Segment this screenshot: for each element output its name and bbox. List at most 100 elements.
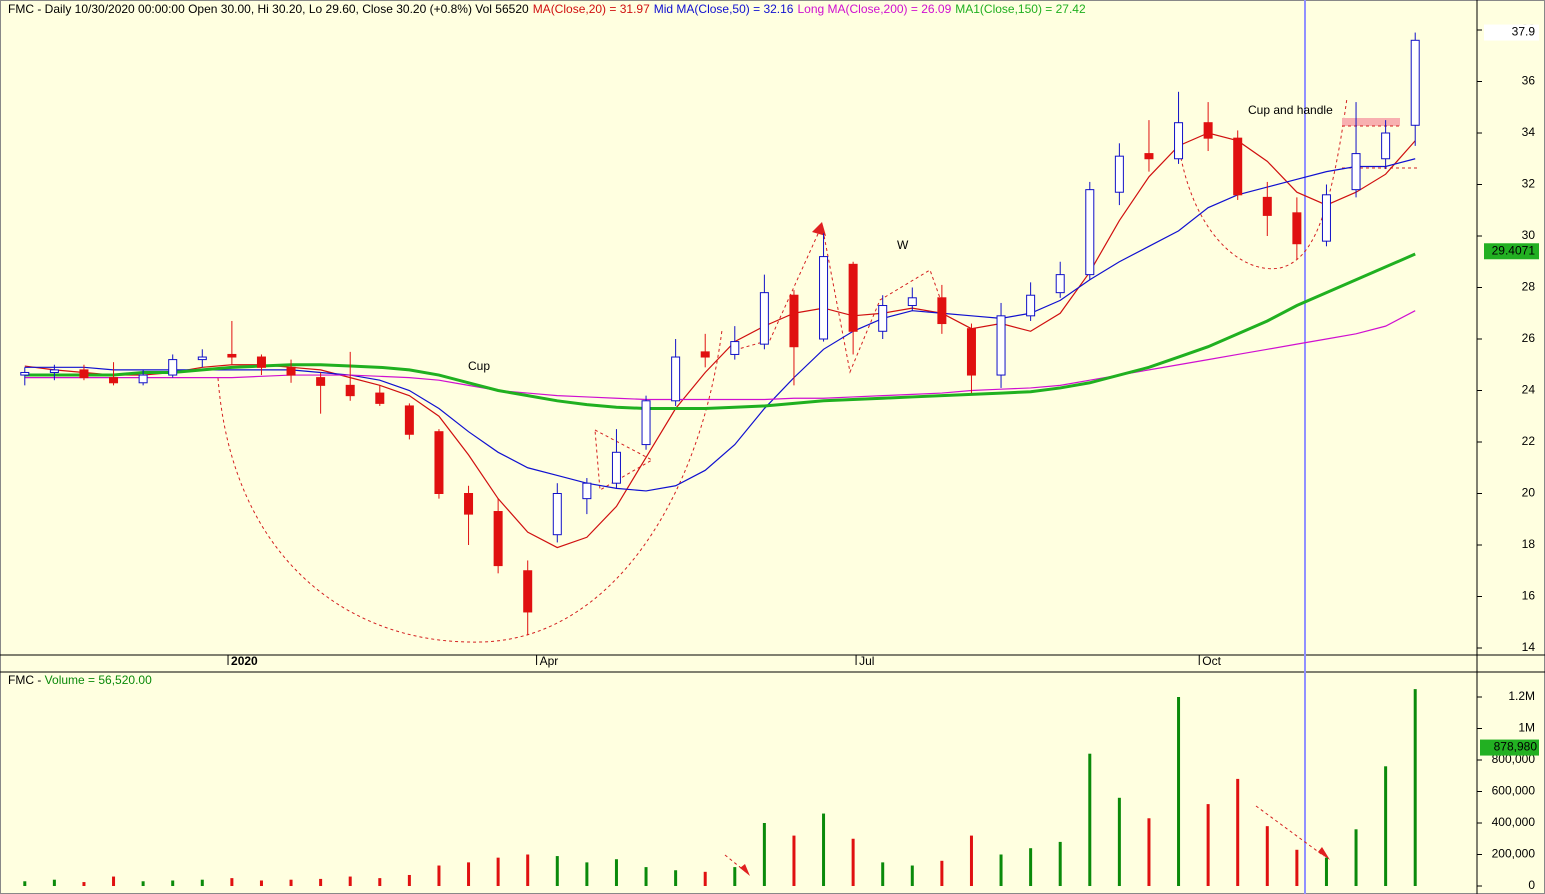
y-tick-label: 14 <box>1522 640 1536 654</box>
candle-body <box>937 297 947 325</box>
candle-body <box>996 315 1006 376</box>
volume-header: FMC - Volume = 56,520.00 <box>8 673 152 687</box>
annotation: W <box>897 238 909 252</box>
volume-bar <box>910 865 914 886</box>
price-marker-label: 29.4071 <box>1492 243 1536 257</box>
candle-body <box>759 292 769 345</box>
annotation: Cup and handle <box>1248 103 1333 117</box>
legend-entry: Volume = 56,520.00 <box>45 673 152 687</box>
volume-bar <box>1147 818 1151 886</box>
volume-bar <box>674 870 678 886</box>
price-marker <box>1484 243 1539 260</box>
y-tick-label: 34 <box>1522 125 1536 139</box>
candle-body <box>1085 189 1095 276</box>
y-tick-label: 1M <box>1518 721 1535 735</box>
volume-bar <box>999 854 1003 886</box>
candle-body <box>404 405 414 435</box>
arrow-head <box>812 222 826 236</box>
volume-bar <box>1413 689 1417 886</box>
volume-bar <box>822 813 826 886</box>
candle-body <box>641 400 651 446</box>
y-tick-label: 30 <box>1522 228 1536 242</box>
candle-body <box>1410 39 1420 126</box>
price-marker-label: 37.9 <box>1512 25 1536 39</box>
volume-bar <box>82 882 86 886</box>
volume-bar <box>1058 841 1062 886</box>
y-tick-label: 16 <box>1522 589 1536 603</box>
candle-body <box>1055 274 1065 294</box>
volume-arrows <box>724 805 1325 873</box>
candle-body <box>730 341 740 355</box>
candle-body <box>878 305 888 332</box>
volume-bar <box>851 838 855 886</box>
volume-bar <box>230 878 234 886</box>
handle-zone <box>1342 118 1400 126</box>
candle-body <box>227 353 237 358</box>
candle-body <box>375 392 385 404</box>
candle-body <box>286 366 296 376</box>
candle-body <box>49 369 59 373</box>
volume-bar <box>1265 826 1269 886</box>
y-tick-label: 20 <box>1522 486 1536 500</box>
candle-body <box>582 482 592 500</box>
candle-body <box>966 328 976 376</box>
ma-line <box>24 310 1416 401</box>
cup-outline <box>217 329 723 643</box>
y-tick-label: 400,000 <box>1492 815 1536 829</box>
volume-bar <box>526 854 530 886</box>
volume-bar <box>1029 848 1033 886</box>
volume-bar <box>733 867 737 886</box>
volume-bar <box>171 880 175 886</box>
candle-body <box>1026 294 1036 317</box>
triangle-outline <box>594 429 654 491</box>
volume-title: FMC - <box>8 673 41 687</box>
candle-body <box>109 377 119 384</box>
volume-bar <box>940 860 944 886</box>
price-marker <box>1484 24 1539 41</box>
x-tick-label: Apr <box>540 654 559 668</box>
candle-body <box>1381 132 1391 160</box>
volume-bar <box>1236 778 1240 886</box>
x-tick-label: Jul <box>859 654 874 668</box>
y-tick-label: 32 <box>1522 177 1536 191</box>
y-tick-label: 26 <box>1522 331 1536 345</box>
w-outline <box>734 223 946 374</box>
candle-body <box>20 371 30 376</box>
x-tick-label: 2020 <box>231 654 258 668</box>
cup-handle-outline <box>1177 97 1348 270</box>
candle-body <box>1233 137 1243 196</box>
candle-body <box>789 294 799 348</box>
legend-entry: Mid MA(Close,50) = 32.16 <box>654 2 794 16</box>
legend-entry: MA(Close,20) = 31.97 <box>533 2 650 16</box>
candle-body <box>434 431 444 495</box>
chart-header: FMC - Daily 10/30/2020 00:00:00 Open 30.… <box>8 2 1086 16</box>
candle-body <box>493 511 503 567</box>
candle-body <box>1144 153 1154 160</box>
volume-bar <box>141 881 145 886</box>
volume-bar <box>1324 857 1328 886</box>
volume-bar <box>1295 849 1299 886</box>
y-tick-label: 600,000 <box>1492 784 1536 798</box>
volume-bar <box>644 867 648 886</box>
annotation: Cup <box>468 359 490 373</box>
candle-body <box>464 493 474 515</box>
candle-body <box>611 451 621 484</box>
candle-body <box>552 493 562 536</box>
candle-body <box>345 384 355 397</box>
volume-bar <box>496 857 500 886</box>
volume-bar <box>555 856 559 886</box>
y-tick-label: 800,000 <box>1492 752 1536 766</box>
candle-body <box>256 356 266 368</box>
candle-body <box>848 263 858 332</box>
volume-bar <box>319 878 323 886</box>
candle-body <box>700 351 710 358</box>
candle-body <box>907 297 917 307</box>
volume-bar <box>407 874 411 886</box>
y-tick-label: 200,000 <box>1492 847 1536 861</box>
y-tick-label: 0 <box>1528 878 1535 892</box>
volume-bar <box>437 865 441 886</box>
ma-line <box>24 158 1416 492</box>
